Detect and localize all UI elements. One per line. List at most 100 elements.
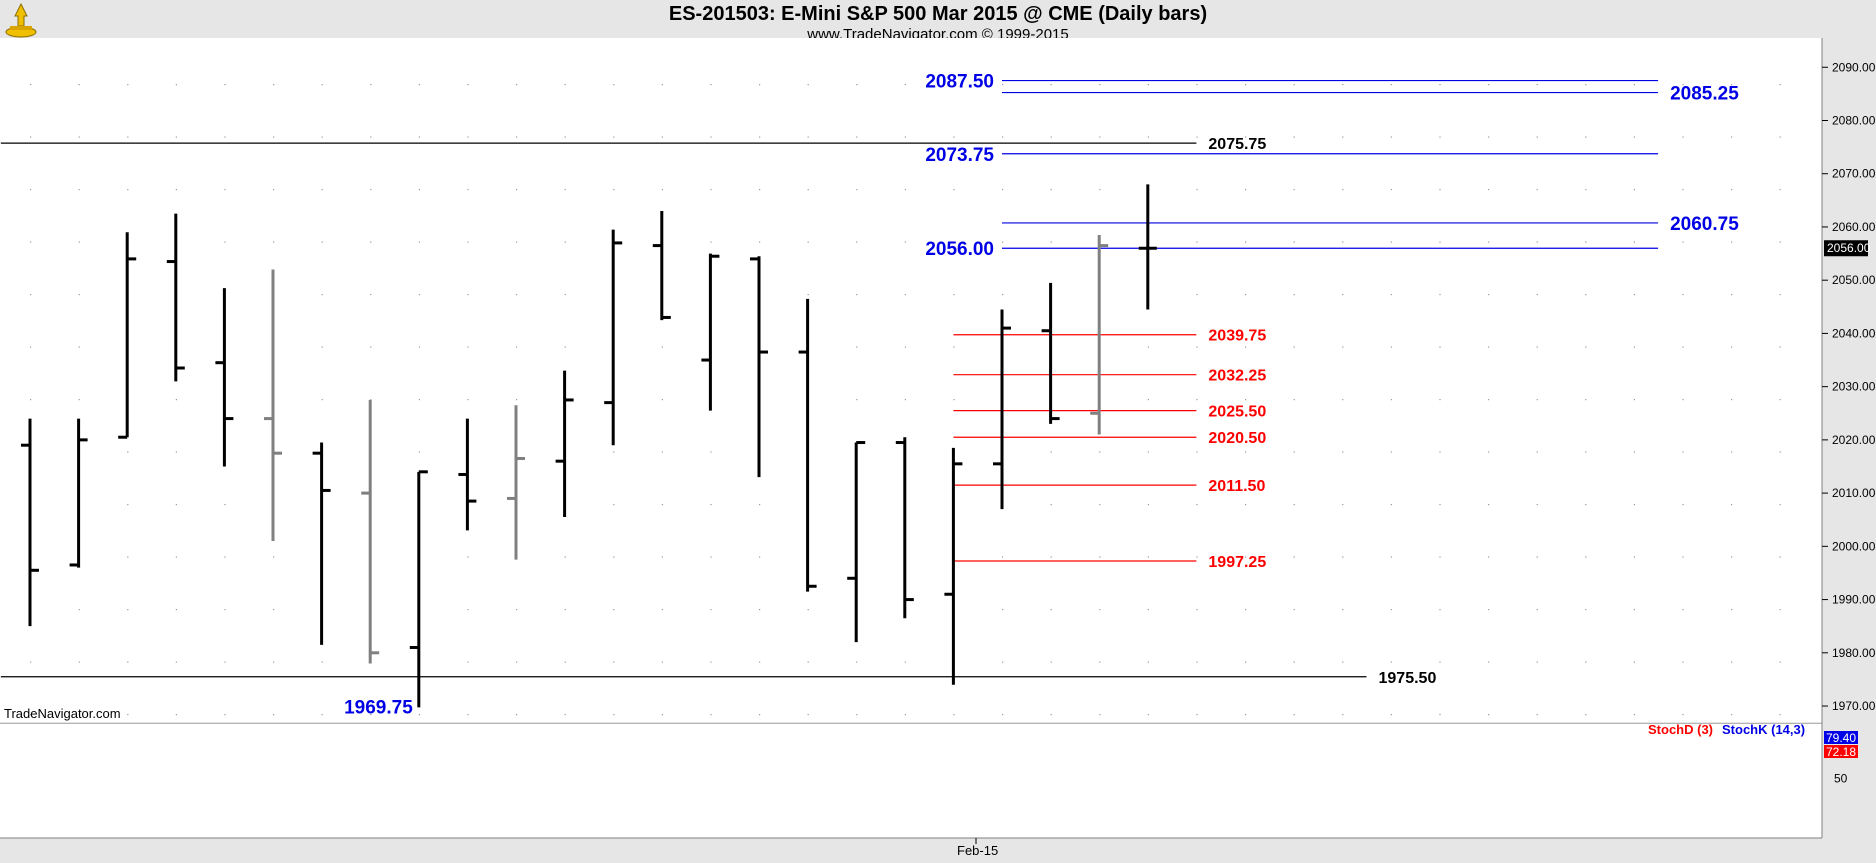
grid-dot [1731,136,1733,138]
grid-dot [904,84,906,86]
grid-dot [1342,399,1344,401]
grid-dot [1342,189,1344,191]
grid-dot [710,84,712,86]
grid-dot [30,189,32,191]
grid-dot [224,556,226,558]
grid-dot [1293,189,1295,191]
grid-dot [1390,556,1392,558]
grid-dot [1488,609,1490,611]
grid-dot [1002,714,1004,716]
grid-dot [1536,84,1538,86]
grid-dot [904,294,906,296]
grid-dot [467,399,469,401]
y-tick-label: 2050.00 [1832,273,1876,287]
grid-dot [1439,294,1441,296]
grid-dot [1245,136,1247,138]
grid-dot [1585,241,1587,243]
grid-dot [1682,399,1684,401]
grid-dot [1536,241,1538,243]
grid-dot [1585,609,1587,611]
grid-dot [613,189,615,191]
last-price-box [1824,240,1868,257]
grid-dot [1439,661,1441,663]
grid-dot [370,294,372,296]
grid-dot [1196,294,1198,296]
grid-dot [661,556,663,558]
grid-dot [224,84,226,86]
grid-dot [78,294,80,296]
grid-dot [1779,556,1781,558]
grid-dot [1002,556,1004,558]
grid-dot [1439,609,1441,611]
grid-dot [1536,189,1538,191]
grid-dot [516,346,518,348]
grid-dot [759,714,761,716]
grid-dot [1390,609,1392,611]
grid-dot [953,136,955,138]
grid-dot [1050,189,1052,191]
level-label: 2087.50 [925,72,994,93]
grid-dot [467,189,469,191]
grid-dot [516,241,518,243]
grid-dot [273,136,275,138]
grid-dot [1147,136,1149,138]
grid-dot [1731,504,1733,506]
grid-dot [1682,556,1684,558]
stoch-last-box [1824,745,1858,758]
grid-dot [1002,241,1004,243]
grid-dot [1779,399,1781,401]
plot-background [0,38,1822,722]
grid-dot [1147,714,1149,716]
grid-dot [273,84,275,86]
grid-dot [759,661,761,663]
grid-dot [661,84,663,86]
grid-dot [807,714,809,716]
grid-dot [1779,136,1781,138]
stoch-last-box [1824,731,1858,744]
grid-dot [1002,189,1004,191]
grid-dot [224,241,226,243]
grid-dot [467,241,469,243]
grid-dot [1293,84,1295,86]
grid-dot [1585,84,1587,86]
grid-dot [1245,504,1247,506]
level-label: 2020.50 [1208,430,1266,447]
y-tick-label: 2090.00 [1832,60,1876,74]
grid-dot [516,399,518,401]
grid-dot [1342,556,1344,558]
grid-dot [1439,84,1441,86]
grid-dot [1488,189,1490,191]
grid-dot [856,346,858,348]
grid-dot [418,189,420,191]
grid-dot [1390,661,1392,663]
grid-dot [78,714,80,716]
grid-dot [1731,714,1733,716]
grid-dot [1050,556,1052,558]
grid-dot [1488,346,1490,348]
grid-dot [710,189,712,191]
grid-dot [224,504,226,506]
grid-dot [1536,451,1538,453]
grid-dot [467,136,469,138]
level-label: 1975.50 [1379,670,1437,687]
grid-dot [564,294,566,296]
grid-dot [564,714,566,716]
grid-dot [1585,189,1587,191]
grid-dot [467,714,469,716]
grid-dot [1682,346,1684,348]
low-label: 1969.75 [344,697,413,718]
grid-dot [807,609,809,611]
grid-dot [1293,504,1295,506]
grid-dot [30,714,32,716]
grid-dot [1488,294,1490,296]
level-label: 2025.50 [1208,404,1266,421]
grid-dot [1536,399,1538,401]
grid-dot [1585,556,1587,558]
grid-dot [1731,241,1733,243]
grid-dot [1050,451,1052,453]
grid-dot [1439,189,1441,191]
grid-dot [418,84,420,86]
stoch-last-label: 72.18 [1826,745,1856,759]
grid-dot [516,189,518,191]
